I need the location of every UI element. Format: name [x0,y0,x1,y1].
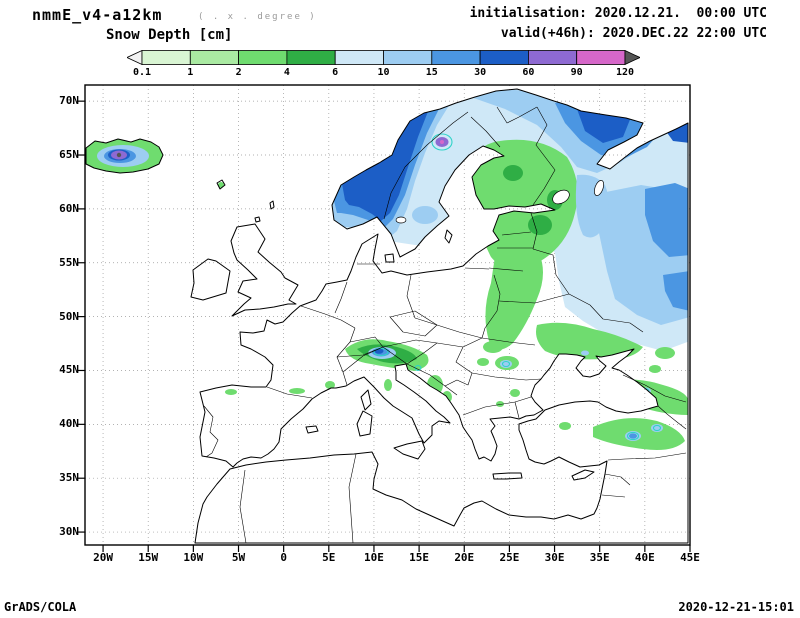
valid-time: valid(+46h): 2020.DEC.22 22:00 UTC [500,26,767,41]
y-axis-label: 55N [59,255,79,269]
x-axis-label: 45E [680,551,700,564]
snow-iceland [86,135,170,177]
y-axis-label: 30N [59,525,79,539]
colorbar-gradient [126,49,641,66]
snow-scandes-purple-peak [431,133,453,151]
colorbar-level-label: 2 [235,67,242,78]
colorbar-level-label: 120 [615,67,635,78]
x-axis-label: 10W [183,551,204,564]
model-title: nmmE_v4-a12km [32,6,163,24]
snow-baltic-belarus-green [485,232,543,350]
coastlines [85,88,689,544]
colorbar: 0.1 1 2 4 6 10 15 30 60 90 120 [126,49,641,82]
field-title: Snow Depth [cm] [106,27,233,43]
x-axis-label: 35E [589,551,610,564]
y-axis-label: 40N [59,417,79,431]
axis-ticks [78,100,691,552]
grid-resolution-note: ( . x . degree ) [198,12,317,22]
creation-timestamp: 2020-12-21-15:01 [678,600,794,614]
y-axis-label: 50N [59,309,79,323]
snow-shading [86,89,688,450]
snow-carpathian-core [500,360,512,368]
colorbar-level-label: 4 [283,67,290,78]
x-axis-label: 0 [280,551,287,564]
y-axis-label: 45N [59,363,79,377]
grads-credit: GrADS/COLA [4,600,77,614]
colorbar-level-label: 0.1 [132,67,152,78]
coast-great-britain [230,223,299,317]
coast-sardinia [356,410,373,437]
y-axis-label: 65N [59,148,79,162]
colorbar-level-label: 15 [425,67,438,78]
colorbar-level-label: 90 [570,67,583,78]
coast-ireland [190,258,231,301]
coast-crete [492,472,523,480]
colorbar-level-label: 60 [522,67,535,78]
x-axis-label: 15E [409,551,430,564]
snow-east-turkey-core [625,424,663,441]
coast-cyprus [571,469,595,481]
colorbar-level-label: 6 [332,67,339,78]
x-axis-label: 15W [138,551,159,564]
snow-depth-map [78,84,691,552]
x-axis-label: 10E [364,551,384,564]
lakes [395,180,604,224]
country-borders [203,106,687,544]
x-axis-label: 20W [93,551,113,564]
plot-frame [84,84,691,546]
colorbar-level-label: 10 [377,67,390,78]
initialisation-time: initialisation: 2020.12.21. 00:00 UTC [469,6,767,21]
snow-ukraine-green [536,322,643,360]
y-axis-label: 35N [59,471,79,485]
x-axis-label: 30E [544,551,565,564]
x-axis-label: 25E [499,551,520,564]
colorbar-level-label: 1 [187,67,194,78]
x-axis-label: 40E [634,551,655,564]
x-axis-label: 20E [454,551,475,564]
y-axis-label: 70N [59,94,79,108]
colorbar-level-label: 30 [474,67,487,78]
coast-sicily [393,440,426,460]
coast-corsica [360,389,372,411]
x-axis-label: 5W [231,551,246,564]
y-axis-label: 60N [59,201,79,215]
x-axis-label: 5E [322,551,336,564]
